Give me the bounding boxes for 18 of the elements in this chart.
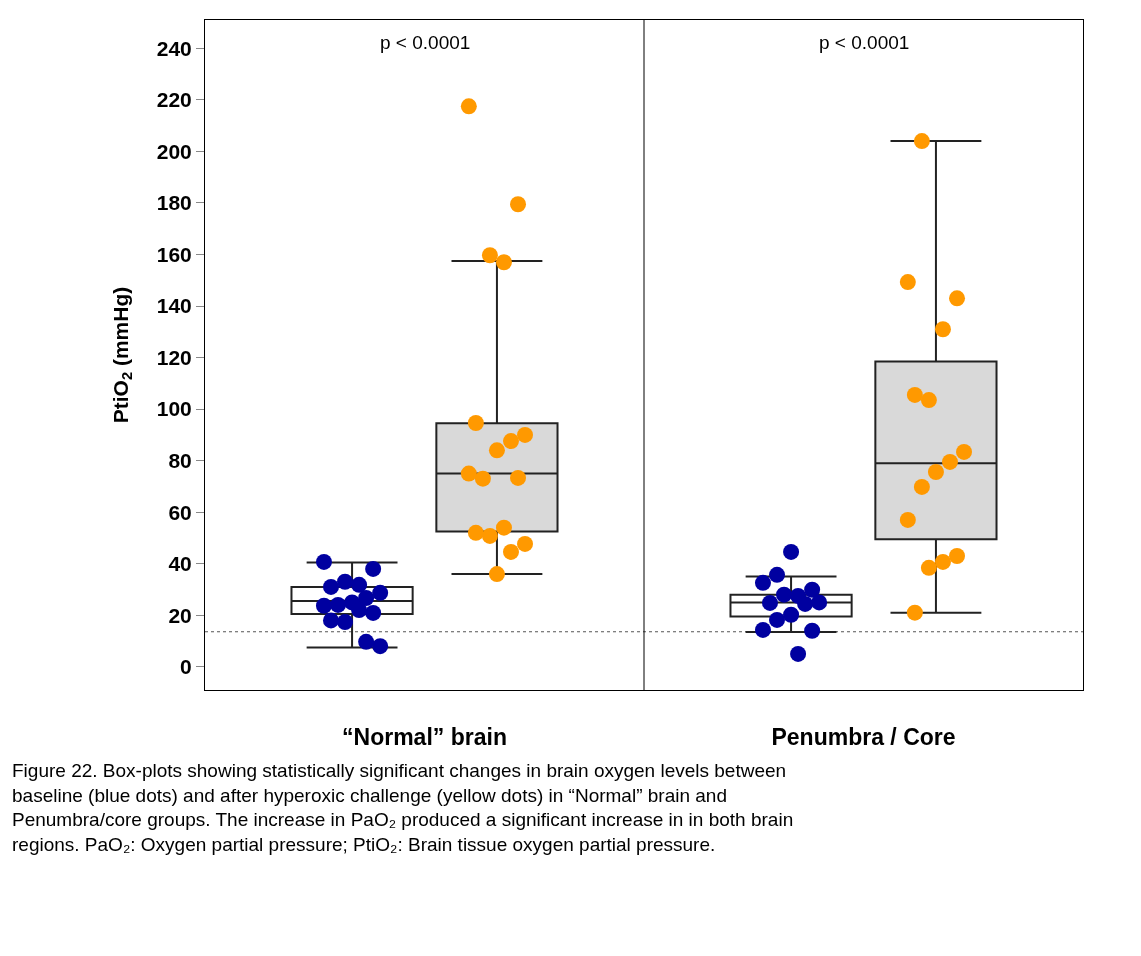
y-tick-label: 120 [156,345,192,369]
y-tick-label: 40 [168,552,192,576]
y-tick-label: 220 [156,88,192,112]
y-tick-label: 60 [168,500,192,524]
y-tick-label: 100 [156,397,192,421]
y-tick-label: 0 [180,655,192,679]
x-tick-label: Penumbra / Core [771,723,956,750]
y-tick-label: 240 [156,36,192,60]
annotation: p < 0.0001 [380,32,471,53]
y-tick-label: 140 [156,294,192,318]
annotation: p < 0.0001 [819,32,910,53]
y-tick-label: 80 [168,449,192,472]
y-tick-label: 160 [156,242,192,266]
caption: Figure 22. Box-plots showing statistically significant changes in brain oxygen levels between baseline (blue dots) and after hyperoxic challenge (yellow dots) in “Normal” brain and Penumbra/core groups. The increase in PaO₂ produced a significant increase in in both brain regions. PaO₂: Oxygen partial pressure; PtiO₂: Brain tissue oxygen partial pressure. [12,760,794,856]
y-tick-label: 200 [156,139,192,163]
y-tick-label: 20 [168,603,192,627]
y-tick-label: 180 [156,191,192,215]
x-tick-label: “Normal” brain [342,723,507,750]
